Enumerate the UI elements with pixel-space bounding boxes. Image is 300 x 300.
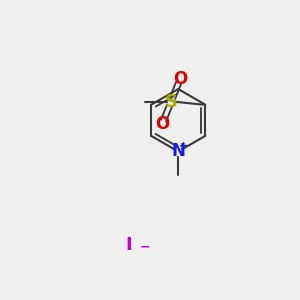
Text: O: O — [155, 115, 169, 133]
Text: +: + — [179, 141, 188, 151]
Text: I: I — [125, 236, 132, 254]
Text: S: S — [165, 93, 178, 111]
Text: N: N — [171, 142, 185, 160]
Text: −: − — [140, 240, 150, 253]
Text: O: O — [173, 70, 187, 88]
